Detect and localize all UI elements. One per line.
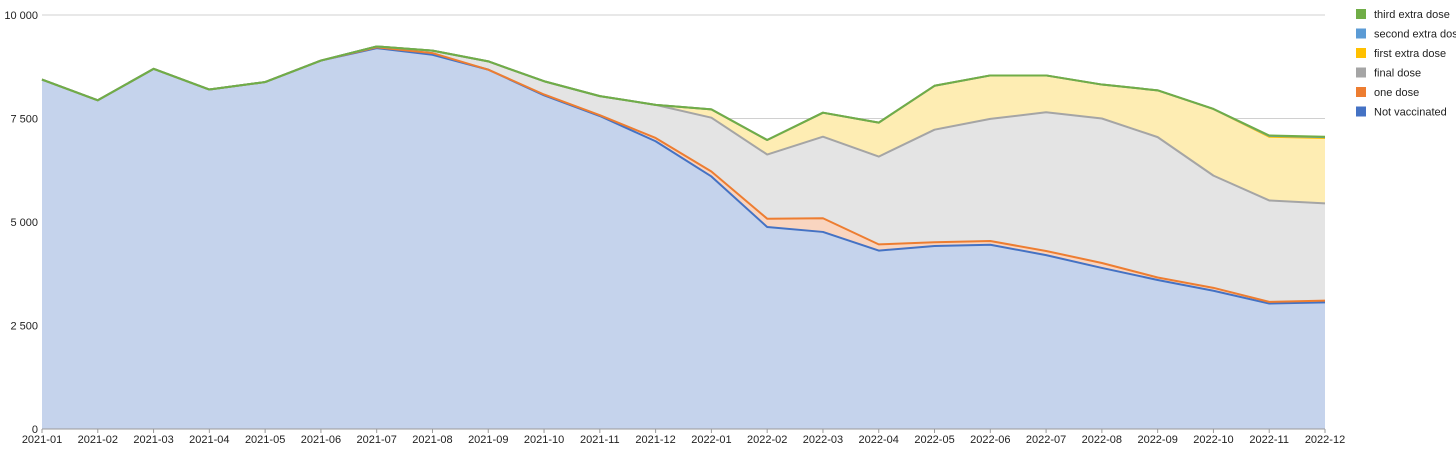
area-not-vaccinated xyxy=(42,48,1325,430)
x-tick-label: 2021-04 xyxy=(189,434,229,446)
legend-item-first-extra-dose: first extra dose xyxy=(1356,48,1446,60)
legend: third extra dose second extra dose first e… xyxy=(1356,9,1456,119)
area-final-dose xyxy=(42,46,1325,302)
legend-label: one dose xyxy=(1374,87,1419,99)
legend-swatch xyxy=(1356,9,1366,19)
x-tick-label: 2022-10 xyxy=(1193,434,1233,446)
x-tick-label: 2022-02 xyxy=(747,434,787,446)
legend-swatch xyxy=(1356,48,1366,58)
x-tick-label: 2021-10 xyxy=(524,434,564,446)
x-tick-label: 2022-08 xyxy=(1082,434,1122,446)
legend-item-final-dose: final dose xyxy=(1356,67,1421,80)
x-tick-label: 2021-03 xyxy=(133,434,173,446)
legend-label: first extra dose xyxy=(1374,48,1446,60)
y-tick-label: 10 000 xyxy=(4,10,38,22)
legend-label: second extra dose xyxy=(1374,29,1456,41)
legend-label: final dose xyxy=(1374,68,1421,80)
legend-swatch xyxy=(1356,87,1366,97)
x-tick-label: 2021-07 xyxy=(357,434,397,446)
x-tick-label: 2021-08 xyxy=(412,434,452,446)
legend-item-not-vaccinated: Not vaccinated xyxy=(1356,106,1447,119)
x-tick-label: 2022-01 xyxy=(691,434,731,446)
legend-item-one-dose: one dose xyxy=(1356,87,1419,99)
x-tick-label: 2022-05 xyxy=(914,434,954,446)
x-tick-label: 2021-06 xyxy=(301,434,341,446)
x-tick-label: 2021-12 xyxy=(635,434,675,446)
x-tick-label: 2022-03 xyxy=(803,434,843,446)
x-tick-label: 2021-11 xyxy=(580,434,620,446)
x-tick-label: 2021-02 xyxy=(78,434,118,446)
y-tick-label: 0 xyxy=(32,424,38,436)
x-tick-label: 2022-06 xyxy=(970,434,1010,446)
x-tick-label: 2022-07 xyxy=(1026,434,1066,446)
axis-layer: 0 2 500 5 000 7 500 10 000 2021-01 2021-02 2021… xyxy=(4,10,1345,446)
x-tick-label: 2022-04 xyxy=(859,434,899,446)
x-tick-label: 2022-11 xyxy=(1249,434,1289,446)
x-tick-label: 2021-05 xyxy=(245,434,285,446)
y-tick-label: 2 500 xyxy=(10,321,38,333)
line-third-extra-dose xyxy=(41,45,1326,142)
x-tick-label: 2022-12 xyxy=(1305,434,1345,446)
line-layer xyxy=(41,45,1326,305)
legend-item-third-extra-dose: third extra dose xyxy=(1356,9,1450,21)
legend-label: third extra dose xyxy=(1374,9,1450,21)
y-tick-label: 5 000 xyxy=(10,217,38,229)
legend-item-second-extra-dose: second extra dose xyxy=(1356,28,1456,41)
legend-swatch xyxy=(1356,28,1366,39)
area-layer xyxy=(42,46,1325,430)
legend-swatch xyxy=(1356,67,1366,78)
area-first-extra-dose xyxy=(42,46,1325,204)
legend-label: Not vaccinated xyxy=(1374,107,1447,119)
x-tick-label: 2021-01 xyxy=(22,434,62,446)
legend-swatch xyxy=(1356,106,1366,117)
x-tick-label: 2021-09 xyxy=(468,434,508,446)
y-tick-label: 7 500 xyxy=(10,114,38,126)
x-tick-label: 2022-09 xyxy=(1137,434,1177,446)
